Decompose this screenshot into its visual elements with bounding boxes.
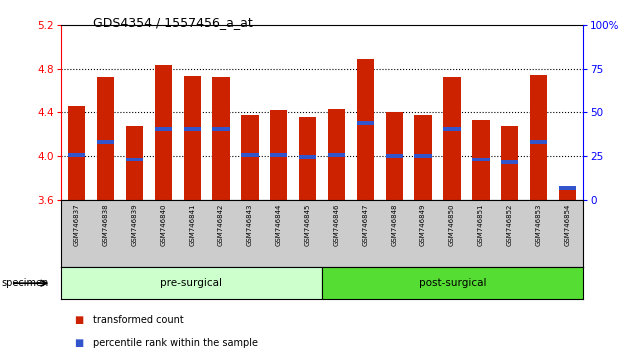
Bar xyxy=(530,140,547,144)
Text: GSM746852: GSM746852 xyxy=(506,203,513,246)
Bar xyxy=(472,120,490,200)
Text: GSM746848: GSM746848 xyxy=(391,203,397,246)
Bar xyxy=(357,59,374,200)
Text: GSM746853: GSM746853 xyxy=(536,203,542,246)
Bar xyxy=(299,117,316,200)
Bar xyxy=(530,75,547,200)
Text: GSM746839: GSM746839 xyxy=(131,203,138,246)
Text: post-surgical: post-surgical xyxy=(419,278,487,288)
Text: GSM746851: GSM746851 xyxy=(478,203,484,246)
Bar xyxy=(444,127,461,131)
Bar xyxy=(559,189,576,200)
Bar xyxy=(183,76,201,200)
Bar xyxy=(444,78,461,200)
Bar xyxy=(212,127,229,131)
Text: GSM746849: GSM746849 xyxy=(420,203,426,246)
Bar xyxy=(68,153,85,157)
Bar xyxy=(386,154,403,158)
Text: GSM746837: GSM746837 xyxy=(74,203,79,246)
Bar xyxy=(415,115,432,200)
Text: GSM746843: GSM746843 xyxy=(247,203,253,246)
Bar xyxy=(559,186,576,190)
Bar xyxy=(126,126,143,200)
Text: transformed count: transformed count xyxy=(93,315,184,325)
Bar xyxy=(501,126,519,200)
Text: ■: ■ xyxy=(74,315,83,325)
Bar xyxy=(472,158,490,161)
Bar xyxy=(183,127,201,131)
Bar xyxy=(357,121,374,125)
Bar xyxy=(299,155,316,159)
Text: GSM746840: GSM746840 xyxy=(160,203,167,246)
Bar xyxy=(97,78,114,200)
Text: GSM746842: GSM746842 xyxy=(218,203,224,246)
Text: specimen: specimen xyxy=(1,278,49,288)
Text: GSM746845: GSM746845 xyxy=(304,203,311,246)
Bar xyxy=(154,127,172,131)
Text: GSM746850: GSM746850 xyxy=(449,203,455,246)
Bar xyxy=(126,158,143,161)
Text: GSM746844: GSM746844 xyxy=(276,203,282,246)
Text: ■: ■ xyxy=(74,338,83,348)
Bar xyxy=(328,109,345,200)
Text: GSM746841: GSM746841 xyxy=(189,203,196,246)
Bar xyxy=(212,78,229,200)
Text: pre-surgical: pre-surgical xyxy=(160,278,222,288)
Bar xyxy=(386,113,403,200)
Bar xyxy=(97,140,114,144)
Bar xyxy=(270,153,287,157)
Text: GDS4354 / 1557456_a_at: GDS4354 / 1557456_a_at xyxy=(93,16,253,29)
Text: GSM746854: GSM746854 xyxy=(565,203,570,246)
Bar xyxy=(328,153,345,157)
Text: percentile rank within the sample: percentile rank within the sample xyxy=(93,338,258,348)
Bar xyxy=(501,160,519,164)
Bar xyxy=(241,115,258,200)
Text: GSM746846: GSM746846 xyxy=(333,203,340,246)
Bar xyxy=(270,110,287,200)
Bar xyxy=(154,65,172,200)
Bar xyxy=(241,153,258,157)
Text: GSM746838: GSM746838 xyxy=(103,203,108,246)
Bar xyxy=(68,106,85,200)
Bar xyxy=(415,154,432,158)
Text: GSM746847: GSM746847 xyxy=(362,203,369,246)
